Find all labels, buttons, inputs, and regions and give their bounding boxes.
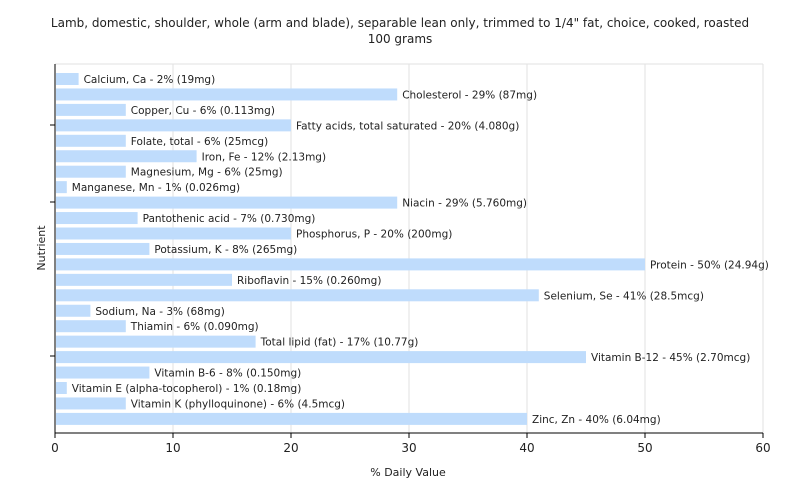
bar [56,165,126,178]
bar-label: Niacin - 29% (5.760mg) [402,198,527,210]
x-axis-label: % Daily Value [370,466,446,479]
bar-label: Magnesium, Mg - 6% (25mg) [131,167,283,179]
x-tick-label: 60 [755,441,770,455]
bar [56,88,398,101]
chart-title: Lamb, domestic, shoulder, whole (arm and… [0,15,800,47]
bar [56,73,79,85]
bar [56,242,150,255]
bar-label: Thiamin - 6% (0.090mg) [130,321,259,333]
bar [56,335,256,348]
chart-title-line-2: 100 grams [367,32,433,46]
x-tick-label: 20 [283,441,298,455]
x-tick-label: 40 [519,441,534,455]
bar [56,412,527,425]
bar [56,227,291,240]
bar-label: Copper, Cu - 6% (0.113mg) [131,105,275,117]
x-tick-label: 0 [51,441,59,455]
x-ticks: 0 10 20 30 40 50 60 [51,433,771,455]
bar [56,196,398,209]
bar [56,212,138,225]
y-axis-label: Nutrient [35,225,48,271]
bar-label: Calcium, Ca - 2% (19mg) [84,74,216,86]
bar [56,397,126,410]
x-tick-label: 50 [637,441,652,455]
bar [56,289,539,302]
bar [56,273,232,286]
bar [56,103,126,116]
bar-label: Protein - 50% (24.94g) [650,259,769,271]
bar-label: Vitamin B-12 - 45% (2.70mcg) [591,352,750,364]
x-tick-label: 10 [165,441,180,455]
bar [56,181,67,194]
bar-label: Folate, total - 6% (25mcg) [131,136,268,148]
bar [56,320,126,333]
x-tick-label: 30 [401,441,416,455]
bar-label: Phosphorus, P - 20% (200mg) [296,229,452,241]
bar-label: Zinc, Zn - 40% (6.04mg) [532,414,661,426]
bar-label: Fatty acids, total saturated - 20% (4.08… [296,120,519,132]
bar [56,304,91,317]
bar-label: Vitamin E (alpha-tocopherol) - 1% (0.18m… [72,383,301,395]
bar [56,134,126,147]
bar-label: Total lipid (fat) - 17% (10.77g) [260,337,419,349]
bar [56,351,586,364]
bar-label: Cholesterol - 29% (87mg) [402,89,537,101]
bar-label: Riboflavin - 15% (0.260mg) [237,275,381,287]
bar [56,150,197,163]
bar [56,366,150,379]
bar [56,258,645,271]
bars: Calcium, Ca - 2% (19mg) Cholesterol - 29%… [56,73,769,426]
bar-label: Manganese, Mn - 1% (0.026mg) [72,182,240,194]
bar-label: Vitamin K (phylloquinone) - 6% (4.5mcg) [131,398,345,410]
bar [56,382,67,394]
bar [56,119,291,132]
chart-title-line-1: Lamb, domestic, shoulder, whole (arm and… [50,16,750,30]
bar-label: Pantothenic acid - 7% (0.730mg) [143,213,316,225]
bar-label: Iron, Fe - 12% (2.13mg) [202,151,326,163]
bar-label: Sodium, Na - 3% (68mg) [95,306,224,318]
bar-label: Selenium, Se - 41% (28.5mcg) [544,290,704,302]
bar-label: Vitamin B-6 - 8% (0.150mg) [154,368,301,380]
bar-label: Potassium, K - 8% (265mg) [154,244,297,256]
